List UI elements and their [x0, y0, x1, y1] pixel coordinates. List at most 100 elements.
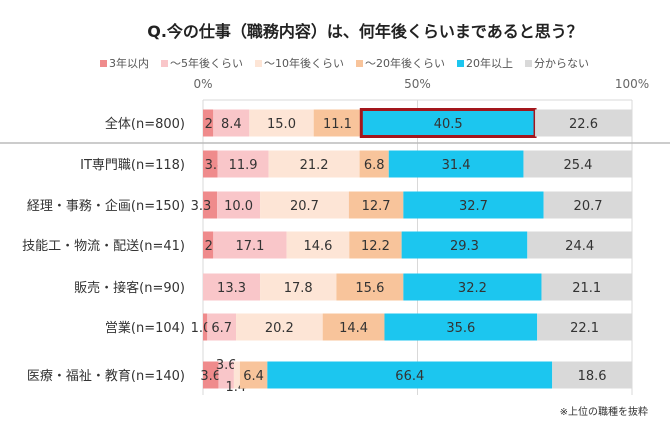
bar-segment [313, 109, 362, 137]
footnote: ※上位の職種を抜粋 [559, 407, 648, 418]
bar-segment [203, 273, 261, 301]
x-tick-label: 0% [193, 77, 212, 91]
data-label: 12.7 [362, 199, 391, 214]
data-label: 32.7 [459, 199, 488, 214]
data-label: 24.4 [565, 239, 594, 254]
legend-label: ～5年後くらい [170, 57, 243, 70]
x-tick-label: 50% [404, 77, 431, 91]
legend-swatch [525, 59, 532, 67]
bar-segment [236, 313, 323, 341]
data-label: 22.1 [570, 321, 599, 336]
legend-swatch [100, 59, 107, 67]
data-label: 35.6 [446, 321, 475, 336]
bar-segment [527, 231, 632, 259]
data-label: 11.9 [229, 158, 258, 173]
bar-segment [286, 231, 350, 259]
bar-segment [203, 313, 208, 341]
bar-segment [239, 361, 268, 389]
bar-segment [359, 108, 537, 138]
data-label: 22.6 [569, 117, 598, 132]
bar-segment [348, 191, 404, 219]
data-label: 10.0 [224, 199, 253, 214]
bar-segment [322, 313, 385, 341]
bar-segment [203, 150, 218, 178]
data-label: 3.3 [191, 199, 212, 214]
legend-label: ～20年後くらい [365, 57, 445, 70]
legend-label: ～10年後くらい [264, 57, 344, 70]
data-label: 11.1 [323, 117, 352, 132]
legend-item: 20年以上 [457, 55, 513, 71]
bar-segment [207, 313, 237, 341]
data-label: 40.5 [434, 117, 463, 132]
data-label: 1.0 [191, 321, 212, 336]
data-label: 6.7 [211, 321, 232, 336]
category-label: 販売・接客(n=90) [74, 280, 185, 296]
data-label: 18.6 [578, 369, 607, 384]
category-label: IT専門職(n=118) [80, 158, 185, 173]
legend-item: ～20年後くらい [356, 55, 445, 71]
data-label: 20.7 [574, 199, 603, 214]
data-label: 13.3 [217, 281, 246, 296]
legend-swatch [255, 59, 262, 67]
bar-segment [541, 273, 632, 301]
legend-label: 3年以内 [109, 57, 149, 70]
bar-segment [403, 273, 542, 301]
data-label: 14.4 [339, 321, 368, 336]
legend-label: 20年以上 [466, 57, 513, 70]
data-label: 8.4 [221, 117, 242, 132]
data-label: 12.2 [361, 239, 390, 254]
bar-segment [203, 231, 214, 259]
bar-segment [359, 150, 389, 178]
data-label: 3.6 [200, 369, 221, 384]
data-label: 15.0 [267, 117, 296, 132]
data-label: 15.6 [355, 281, 384, 296]
bar-segment [535, 109, 632, 137]
legend-label: 分からない [534, 57, 589, 70]
category-label: 医療・福祉・教育(n=140) [27, 368, 185, 384]
legend-item: ～10年後くらい [255, 55, 344, 71]
data-label: 3.6 [216, 358, 237, 373]
data-label: 20.7 [290, 199, 319, 214]
category-label: 全体(n=800) [105, 116, 185, 132]
bar-segment [537, 313, 632, 341]
bar-segment [523, 150, 633, 178]
data-label: 25.4 [563, 158, 592, 173]
data-label: 6.8 [364, 158, 385, 173]
data-label: 29.3 [450, 239, 479, 254]
bar-segment [218, 361, 234, 389]
legend-swatch [356, 59, 363, 67]
x-tick-label: 100% [615, 77, 649, 91]
data-label: 17.1 [235, 239, 264, 254]
data-label: 6.4 [243, 369, 264, 384]
legend-swatch [457, 59, 464, 67]
data-label: 17.8 [284, 281, 313, 296]
bar-segment [349, 231, 402, 259]
bar-segment [203, 191, 218, 219]
bar-segment [552, 361, 632, 389]
bar-segment [260, 273, 337, 301]
bar-segment [213, 231, 287, 259]
category-label: 経理・事務・企画(n=150) [27, 198, 185, 214]
bar-segment [260, 191, 349, 219]
bar-segment [233, 361, 240, 389]
bar-segment [267, 361, 553, 389]
bar-segment [217, 191, 261, 219]
data-label: 14.6 [303, 239, 332, 254]
data-label: 32.2 [458, 281, 487, 296]
category-label: 技能工・物流・配送(n=41) [22, 239, 185, 254]
legend-item: ～5年後くらい [161, 55, 243, 71]
bar-segment [249, 109, 314, 137]
bar-segment [336, 273, 404, 301]
data-label: 20.2 [265, 321, 294, 336]
bar-segment [403, 191, 544, 219]
category-label: 営業(n=104) [105, 320, 185, 336]
chart-title: Q.今の仕事（職務内容）は、何年後くらいまであると思う？ [147, 22, 583, 41]
bar-segment [388, 150, 524, 178]
legend-item: 3年以内 [100, 55, 149, 71]
data-label: 66.4 [395, 369, 424, 384]
data-label: 21.2 [300, 158, 329, 173]
data-label: 31.4 [442, 158, 471, 173]
bar-segment [543, 191, 633, 219]
